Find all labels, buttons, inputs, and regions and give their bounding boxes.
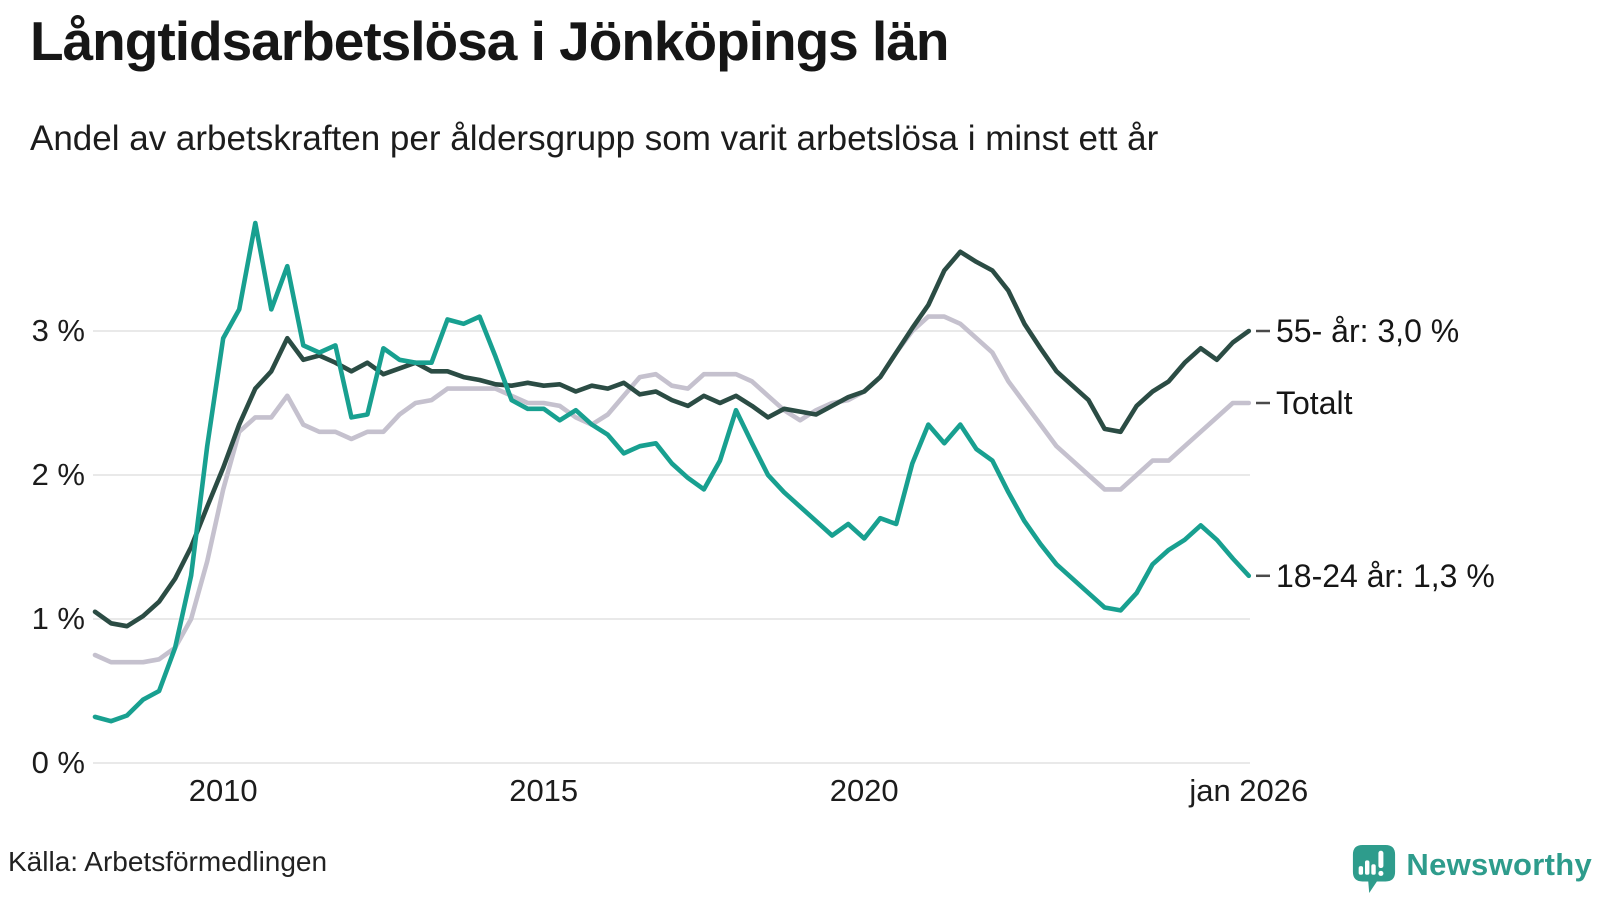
series-line-Totalt bbox=[92, 314, 1252, 665]
x-tick-label: 2015 bbox=[509, 773, 579, 808]
page-subtitle: Andel av arbetskraften per åldersgrupp s… bbox=[30, 119, 1159, 158]
y-tick-label: 3 % bbox=[31, 313, 85, 348]
series-end-label-Totalt: Totalt bbox=[1276, 385, 1353, 421]
brand-logo: Newsworthy bbox=[1351, 843, 1592, 895]
series-end-label-55-år: 55- år: 3,0 % bbox=[1276, 313, 1460, 349]
series-line-55-år bbox=[92, 249, 1252, 629]
series-line-18-24år bbox=[92, 220, 1252, 724]
source-note: Källa: Arbetsförmedlingen bbox=[8, 846, 328, 877]
newsworthy-bubble-icon bbox=[1353, 845, 1396, 893]
x-tick-label: 2020 bbox=[829, 773, 899, 808]
x-tick-label: 2010 bbox=[188, 773, 258, 808]
brand-name: Newsworthy bbox=[1406, 847, 1592, 882]
y-tick-label: 0 % bbox=[31, 745, 85, 780]
y-tick-label: 1 % bbox=[31, 601, 85, 636]
x-tick-label: jan 2026 bbox=[1189, 773, 1309, 808]
page-title: Långtidsarbetslösa i Jönköpings län bbox=[30, 10, 950, 72]
series-end-label-18-24år: 18-24 år: 1,3 % bbox=[1276, 557, 1495, 594]
y-tick-label: 2 % bbox=[31, 457, 85, 492]
